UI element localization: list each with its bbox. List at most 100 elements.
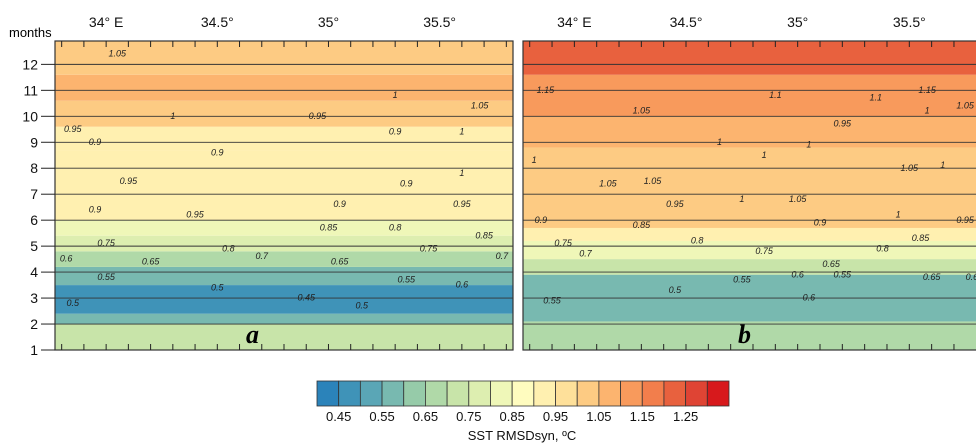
contour-label: 1.05 — [108, 49, 127, 59]
contour-label: 1 — [940, 160, 945, 170]
contour-label: 0.55 — [733, 274, 752, 284]
x-tick-label: 35° — [318, 14, 339, 30]
x-tick-label: 34.5° — [670, 14, 703, 30]
contour-label: 1 — [459, 126, 464, 136]
colorbar-tick-label: 1.05 — [586, 409, 611, 424]
colorbar-bin — [533, 380, 556, 407]
contour-label: 1.05 — [901, 163, 920, 173]
contour-label: 0.9 — [389, 126, 402, 136]
month-tick-label: 7 — [30, 186, 38, 202]
contour-label: 0.65 — [822, 259, 841, 269]
value-band — [55, 74, 513, 101]
contour-label: 1 — [170, 111, 175, 121]
value-band — [55, 266, 513, 286]
contour-label: 0.6 — [803, 293, 816, 303]
value-band — [523, 259, 976, 275]
value-band — [523, 240, 976, 260]
contour-label: 0.65 — [923, 272, 942, 282]
contour-label: 0.5 — [211, 282, 225, 292]
value-band — [55, 220, 513, 236]
contour-labels-b: 1.15 1.1 1.15 1.1 1.05 0.95 1 1.05 1 1 1 1 1.05 1.05 1… — [532, 85, 976, 305]
contour-label: 0.55 — [97, 272, 116, 282]
contour-label: 0.45 — [297, 293, 316, 303]
contour-label: 0.95 — [120, 176, 139, 186]
value-band — [523, 116, 976, 148]
month-tick-label: 11 — [23, 82, 38, 98]
contour-label: 0.6 — [791, 269, 804, 279]
contour-label: 1 — [717, 137, 722, 147]
colorbar-tick-label: 0.95 — [543, 409, 568, 424]
contour-label: 0.8 — [691, 236, 704, 246]
value-band — [55, 126, 513, 151]
colorbar: 0.45 0.55 0.65 0.75 0.85 0.95 1.05 1.15 1.25 — [316, 380, 730, 424]
x-tick-label: 35.5° — [893, 14, 926, 30]
value-band — [523, 41, 976, 75]
month-tick-label: 10 — [22, 108, 38, 124]
contour-label: 0.9 — [333, 199, 346, 209]
contour-label: 0.65 — [142, 256, 161, 266]
field-b — [523, 41, 976, 350]
contour-label: 0.65 — [331, 256, 350, 266]
contour-label: 0.7 — [256, 251, 270, 261]
value-band — [55, 313, 513, 325]
value-band — [523, 321, 976, 350]
month-tick-label: 9 — [30, 134, 38, 150]
contour-label: 0.95 — [453, 199, 472, 209]
colorbar-tick-label: 0.55 — [369, 409, 394, 424]
contour-label: 0.55 — [834, 269, 853, 279]
colorbar-bin — [359, 380, 383, 407]
colorbar-bin — [425, 380, 448, 407]
colorbar-tick-label: 0.45 — [326, 409, 351, 424]
panel-letter-a: a — [246, 320, 259, 349]
contour-label: 0.75 — [97, 238, 116, 248]
month-tick-label: 1 — [30, 342, 38, 358]
contour-label: 0.9 — [814, 217, 827, 227]
colorbar-bin — [620, 380, 643, 407]
contour-label: 0.95 — [309, 111, 328, 121]
month-tick-label: 8 — [30, 160, 38, 176]
colorbar-bin — [316, 380, 340, 407]
contour-label: 1 — [393, 90, 398, 100]
month-tick-label: 12 — [22, 56, 38, 72]
contour-label: 1.1 — [870, 93, 883, 103]
contour-label: 0.8 — [876, 243, 889, 253]
month-tick-label: 2 — [30, 316, 38, 332]
colorbar-bin — [490, 380, 513, 407]
value-band — [55, 251, 513, 267]
contour-label: 1.05 — [599, 178, 618, 188]
x-tick-label: 34.5° — [201, 14, 234, 30]
panel-b: 1.15 1.1 1.15 1.1 1.05 0.95 1 1.05 1 1 1 1 1.05 1.05 1… — [522, 14, 976, 351]
contour-label: 0.9 — [89, 204, 102, 214]
contour-label: 1.15 — [537, 85, 556, 95]
contour-label: 0.5 — [67, 298, 81, 308]
contour-label: 0.8 — [389, 223, 402, 233]
colorbar-tick-label: 0.75 — [456, 409, 481, 424]
x-tick-label: 34° E — [89, 14, 123, 30]
value-band — [55, 150, 513, 221]
contour-label: 1.05 — [471, 101, 490, 111]
contour-label: 1 — [739, 194, 744, 204]
contour-label: 0.5 — [669, 285, 683, 295]
contour-label: 0.9 — [400, 178, 413, 188]
x-tick-label: 35.5° — [423, 14, 456, 30]
colorbar-bin — [598, 380, 621, 407]
colorbar-bin — [468, 380, 491, 407]
contour-label: 1.05 — [633, 106, 652, 116]
colorbar-bin — [641, 380, 665, 407]
colorbar-bin — [446, 380, 470, 407]
contour-label: 0.95 — [834, 119, 853, 129]
grid-b — [523, 63, 976, 325]
value-band — [523, 227, 976, 241]
contour-label: 1.05 — [956, 101, 975, 111]
contour-label: 0.6 — [966, 272, 976, 282]
contour-label: 1 — [532, 155, 537, 165]
month-tick-label: 5 — [30, 238, 38, 254]
panel-letter-b: b — [738, 320, 751, 349]
contour-label: 1.1 — [769, 90, 782, 100]
x-ticks-a: 34° E 34.5° 35° 35.5° — [61, 14, 507, 350]
month-tick-label: 6 — [30, 212, 38, 228]
colorbar-bin — [663, 380, 687, 407]
value-band — [55, 100, 513, 127]
x-tick-label: 34° E — [557, 14, 591, 30]
